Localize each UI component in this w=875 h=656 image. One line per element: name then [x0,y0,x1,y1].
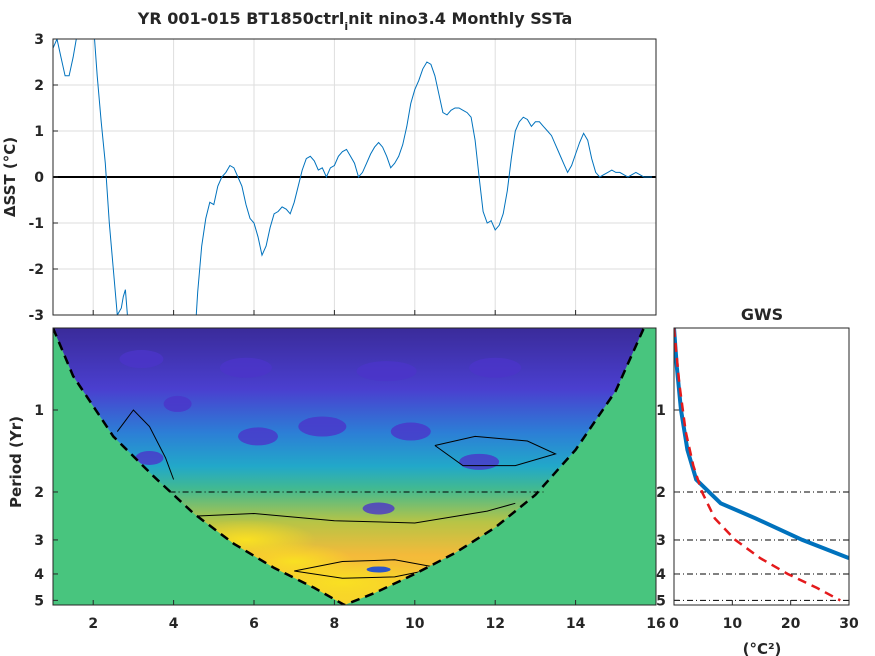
timeseries-ytick-label: 2 [34,78,44,94]
timeseries-ytick-label: -1 [28,216,44,232]
wavelet-low-power-blob [298,416,347,437]
gws-xtick-label: 30 [839,616,859,632]
wavelet-low-power-blob [356,361,417,382]
gws-xlabel: (°C²) [743,640,782,656]
wavelet-ytick-label: 2 [34,485,44,501]
wavelet-low-power-blob [469,357,522,378]
sst-series-line [53,39,652,315]
wavelet-local-minimum [366,566,391,573]
significance-contour [116,409,175,480]
wavelet-ytick-label: 4 [34,567,44,583]
gws-axes-box [673,327,850,606]
gws-ytick-label: 1 [656,403,666,419]
timeseries-ytick-label: -3 [28,308,44,324]
wavelet-xtick-label: 6 [249,616,259,632]
gws-ticks: 0 10 20 30 1 2 3 4 5 [656,403,859,632]
wavelet-ytick-label: 5 [34,593,44,609]
wavelet-low-power-blob [390,422,431,441]
gws-significance-line [674,328,841,602]
gws-plot-area [674,328,849,605]
wavelet-xtick-label: 12 [485,616,504,632]
gws-reference-periods [674,491,849,601]
significance-contour [434,435,557,467]
wavelet-xtick-label: 2 [88,616,98,632]
wavelet-ylabel: Period (Yr) [7,416,25,508]
wavelet-low-power-blob [135,450,164,465]
wavelet-xtick-label: 14 [566,616,586,632]
timeseries-panel: 3 2 1 0 -1 -2 -3 ΔSST (°C) [1,32,657,324]
chart-title: YR 001-015 BT1850ctrlinit nino3.4 Monthl… [137,9,573,33]
gws-xtick-label: 10 [723,616,743,632]
wavelet-low-power-blob [163,395,192,412]
wavelet-xtick-label: 16 [646,616,665,632]
gws-series [674,328,849,602]
gws-ytick-label: 4 [656,567,666,583]
gws-title: GWS [741,305,783,324]
wavelet-axes-box [52,327,657,606]
timeseries-yticks: 3 2 1 0 -1 -2 -3 [28,32,577,324]
wavelet-low-power-blob [219,357,272,378]
wavelet-ytick-label: 1 [34,403,44,419]
timeseries-ytick-label: -2 [28,262,44,278]
wavelet-xtick-label: 4 [169,616,179,632]
significance-contour [197,502,516,524]
wavelet-xtick-label: 8 [330,616,340,632]
wavelet-low-power-blob [459,453,500,470]
gws-panel: GWS 0 10 20 30 1 2 3 4 5 (°C²) [656,305,859,656]
gws-power-line [674,328,849,561]
timeseries-ytick-label: 1 [34,124,44,140]
wavelet-low-power-blob [362,502,395,515]
timeseries-ylabel: ΔSST (°C) [1,137,19,217]
gws-ytick-label: 5 [656,593,666,609]
wavelet-low-power-blob [119,350,164,369]
gws-ytick-label: 3 [656,533,666,549]
wavelet-ytick-label: 3 [34,533,44,549]
gws-xtick-label: 0 [669,616,679,632]
timeseries-ytick-label: 3 [34,32,44,48]
wavelet-xtick-label: 10 [405,616,425,632]
wavelet-low-power-blob [238,427,279,446]
gws-xtick-label: 20 [781,616,801,632]
timeseries-ytick-label: 0 [34,170,44,186]
gws-ytick-label: 2 [656,485,666,501]
